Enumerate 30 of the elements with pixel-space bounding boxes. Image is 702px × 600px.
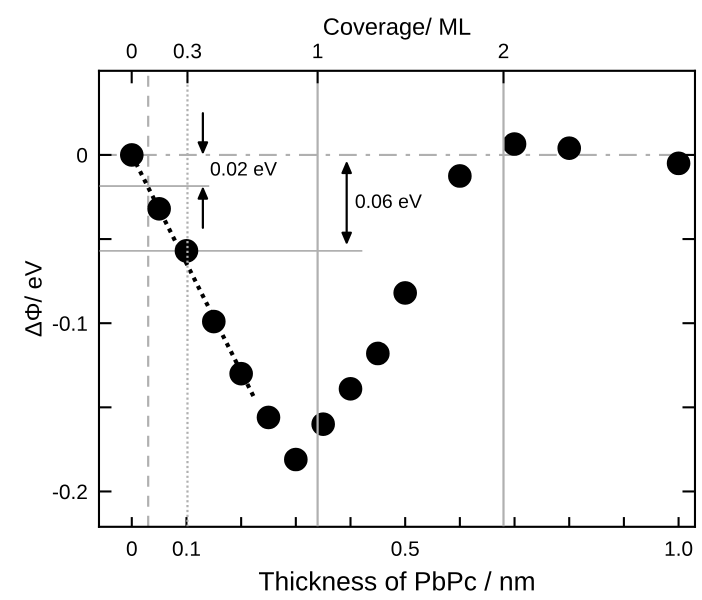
point bbox=[120, 143, 144, 167]
x2-axis-title: Coverage/ ML bbox=[324, 18, 470, 40]
x2-tick-label: 0.3 bbox=[174, 44, 202, 58]
point bbox=[393, 281, 417, 305]
x-tick-label: 1.0 bbox=[666, 541, 692, 556]
y-tick-label: -0.2 bbox=[52, 484, 87, 500]
point bbox=[448, 164, 472, 188]
point bbox=[229, 362, 253, 386]
point bbox=[147, 196, 171, 221]
annotation: 0.06 eV bbox=[356, 194, 422, 208]
point bbox=[338, 377, 362, 401]
point bbox=[502, 132, 526, 156]
x-tick-label: 0.5 bbox=[392, 541, 419, 556]
annotation: 0.02 eV bbox=[210, 162, 277, 176]
y-tick-label: 0 bbox=[77, 148, 88, 163]
point bbox=[174, 239, 198, 263]
x-axis-title: Thickness of PbPc / nm bbox=[258, 571, 534, 591]
point bbox=[666, 152, 690, 176]
x2-tick-label: 2 bbox=[498, 44, 508, 58]
y-axis-title: ΔΦ/ eV bbox=[24, 260, 42, 336]
x2-tick-label: 0 bbox=[126, 44, 137, 58]
x-tick-label: 0 bbox=[126, 541, 137, 556]
x-tick-label: 0.1 bbox=[172, 541, 200, 556]
point bbox=[366, 342, 390, 366]
point bbox=[256, 406, 280, 430]
x2-tick-label: 1 bbox=[313, 44, 322, 58]
point bbox=[284, 448, 308, 472]
point bbox=[557, 136, 582, 160]
point bbox=[202, 310, 226, 334]
y-tick-label: -0.1 bbox=[52, 316, 87, 331]
